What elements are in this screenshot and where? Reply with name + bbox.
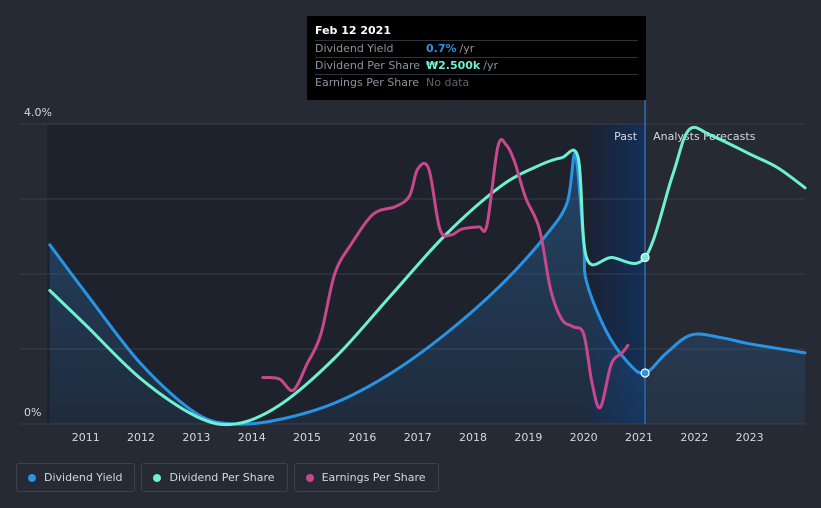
series-markers [640, 252, 650, 378]
x-tick-label: 2014 [238, 431, 266, 444]
x-tick-label: 2015 [293, 431, 321, 444]
earnings-per-share-line [261, 137, 630, 410]
x-tick-label: 2017 [404, 431, 432, 444]
legend-item-dividend-yield[interactable]: Dividend Yield [16, 463, 136, 492]
tooltip-row-dividend-yield: Dividend Yield 0.7% /yr [315, 40, 638, 57]
x-tick-label: 2016 [348, 431, 376, 444]
tooltip-value: 0.7% [426, 42, 457, 55]
dividend-yield-marker [640, 368, 650, 378]
legend: Dividend Yield Dividend Per Share Earnin… [16, 463, 439, 492]
dividend-per-share-line [48, 125, 807, 427]
tooltip-date: Feb 12 2021 [315, 24, 391, 37]
y-axis-top-label: 4.0% [24, 106, 52, 119]
x-tick-label: 2011 [72, 431, 100, 444]
dividend-yield-line [48, 151, 807, 426]
analysts-forecasts-label: Analysts Forecasts [653, 130, 756, 143]
tooltip-label: Dividend Yield [315, 42, 394, 55]
tooltip-row-dividend-per-share: Dividend Per Share ₩2.500k /yr [315, 57, 638, 74]
legend-dot-icon [28, 473, 36, 482]
x-tick-label: 2012 [127, 431, 155, 444]
tooltip-row-earnings-per-share: Earnings Per Share No data [315, 74, 638, 91]
tooltip-label: Dividend Per Share [315, 59, 421, 72]
series-lines [48, 125, 807, 427]
legend-label: Dividend Yield [44, 471, 123, 484]
legend-label: Earnings Per Share [321, 471, 426, 484]
y-axis-bottom-label: 0% [24, 406, 41, 419]
tooltip-unit: /yr [483, 59, 498, 72]
dividend-per-share-marker [640, 252, 650, 263]
legend-dot-icon [153, 473, 162, 482]
x-axis-ticks: 2011 2012 2013 2014 2015 2016 2017 2018 2019 2020… [72, 431, 764, 444]
past-label: Past [614, 130, 638, 143]
legend-item-dividend-per-share[interactable]: Dividend Per Share [141, 463, 288, 492]
tooltip-label: Earnings Per Share [315, 76, 420, 89]
tooltip-value: ₩2.500k [426, 59, 481, 72]
x-tick-label: 2018 [459, 431, 487, 444]
tooltip-unit: /yr [459, 42, 475, 55]
x-tick-label: 2019 [514, 431, 542, 444]
tooltip: Feb 12 2021 Dividend Yield 0.7% /yr Divi… [307, 16, 646, 100]
x-tick-label: 2013 [182, 431, 210, 444]
legend-dot-icon [305, 473, 314, 482]
x-tick-label: 2020 [570, 431, 598, 444]
tooltip-value: No data [426, 76, 470, 89]
x-tick-label: 2023 [736, 431, 764, 444]
x-tick-label: 2021 [625, 431, 653, 444]
legend-item-earnings-per-share[interactable]: Earnings Per Share [293, 463, 439, 492]
legend-label: Dividend Per Share [169, 471, 275, 484]
x-tick-label: 2022 [680, 431, 708, 444]
